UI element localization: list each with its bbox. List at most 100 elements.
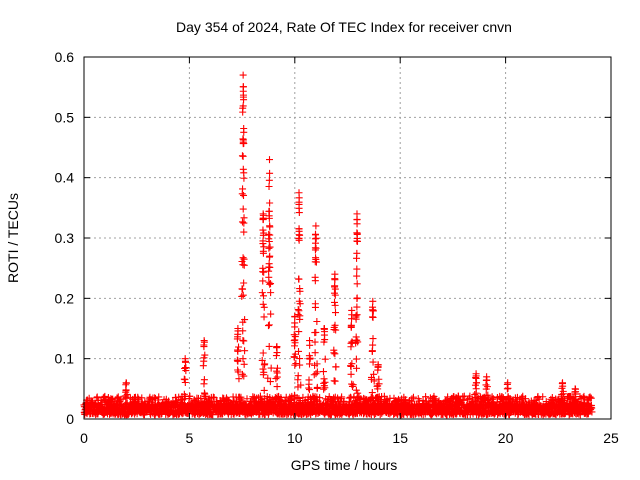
roti-point (264, 322, 272, 330)
roti-point (240, 228, 248, 236)
roti-point (535, 395, 543, 403)
roti-point (558, 394, 566, 402)
x-tick-label: 20 (498, 430, 514, 446)
roti-point (259, 292, 267, 300)
roti-point (319, 368, 327, 376)
roti-point (258, 396, 266, 404)
roti-point (259, 365, 267, 373)
roti-point (483, 397, 491, 405)
roti-point (259, 349, 267, 357)
roti-point (238, 370, 246, 378)
roti-point (483, 383, 491, 391)
roti-point (348, 380, 356, 388)
roti-point (504, 394, 512, 402)
roti-point (234, 347, 242, 355)
roti-point (295, 275, 303, 283)
roti-point (260, 268, 268, 276)
roti-point (240, 124, 248, 132)
roti-point (240, 255, 248, 263)
roti-point (122, 388, 130, 396)
roti-point (570, 399, 578, 407)
roti-point (240, 372, 248, 380)
roti-point (311, 277, 319, 285)
roti-point (292, 360, 300, 368)
roti-point (239, 205, 247, 213)
roti-point (186, 392, 194, 400)
y-tick-label: 0.4 (55, 170, 75, 186)
roti-point (239, 355, 247, 363)
roti-point (321, 355, 329, 363)
roti-point (273, 343, 281, 351)
roti-point (374, 361, 382, 369)
roti-point (369, 335, 377, 343)
roti-point (305, 380, 313, 388)
roti-point (471, 390, 479, 398)
roti-point (587, 394, 595, 402)
roti-point (313, 318, 321, 326)
roti-point (559, 387, 567, 395)
roti-point (347, 321, 355, 329)
roti-point (330, 349, 338, 357)
roti-point (459, 393, 467, 401)
roti-point (123, 399, 131, 407)
roti-point (368, 389, 376, 397)
roti-point (353, 295, 361, 303)
roti-point (265, 235, 273, 243)
roti-point (258, 356, 266, 364)
roti-point (369, 397, 377, 405)
roti-point (296, 231, 304, 239)
y-tick-label: 0 (66, 411, 74, 427)
roti-point (199, 362, 207, 370)
roti-point (240, 174, 248, 182)
roti-point (320, 338, 328, 346)
roti-point (483, 373, 491, 381)
roti-point (295, 347, 303, 355)
roti-point (353, 265, 361, 273)
x-axis-label: GPS time / hours (291, 457, 398, 473)
roti-point (332, 363, 340, 371)
roti-point (353, 210, 361, 218)
roti-point (260, 368, 268, 376)
roti-point (272, 375, 280, 383)
roti-point (352, 386, 360, 394)
roti-point (354, 389, 362, 397)
roti-point (291, 323, 299, 331)
roti-point (239, 165, 247, 173)
roti-point (201, 390, 209, 398)
roti-point (415, 397, 423, 405)
roti-point (353, 303, 361, 311)
roti-point (588, 408, 596, 416)
roti-point (155, 393, 163, 401)
chart-title: Day 354 of 2024, Rate Of TEC Index for r… (176, 19, 512, 35)
roti-point (291, 312, 299, 320)
roti-point (304, 393, 312, 401)
roti-point (313, 360, 321, 368)
roti-point (312, 255, 320, 263)
roti-point (260, 303, 268, 311)
roti-point (239, 108, 247, 116)
roti-point (259, 249, 267, 257)
roti-point (267, 280, 275, 288)
roti-point (559, 379, 567, 387)
roti-point (369, 307, 377, 315)
roti-point (200, 380, 208, 388)
roti-point (320, 382, 328, 390)
roti-point (353, 336, 361, 344)
roti-point (352, 400, 360, 408)
roti-point (259, 226, 267, 234)
roti-point (572, 396, 580, 404)
roti-point (241, 316, 249, 324)
roti-point (296, 355, 304, 363)
roti-point (265, 321, 273, 329)
roti-point (370, 370, 378, 378)
roti-point (240, 139, 248, 147)
roti-point (369, 313, 377, 321)
roti-point (182, 367, 190, 375)
roti-point (239, 87, 247, 95)
roti-point (243, 395, 251, 403)
roti-point (235, 343, 243, 351)
roti-point (539, 393, 547, 401)
roti-point (122, 394, 130, 402)
roti-point (258, 289, 266, 297)
roti-point (273, 369, 281, 377)
